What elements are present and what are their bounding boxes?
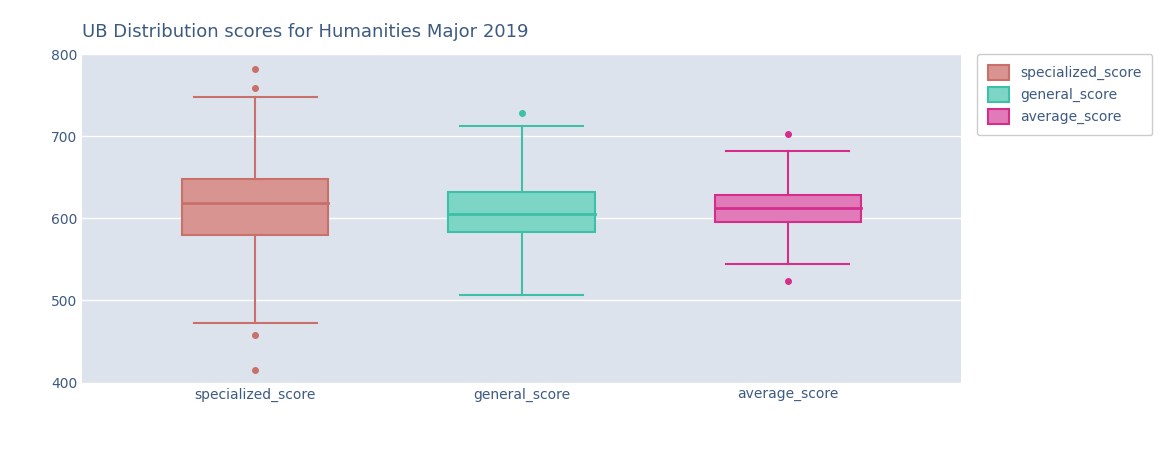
Text: UB Distribution scores for Humanities Major 2019: UB Distribution scores for Humanities Ma… xyxy=(82,23,529,41)
Bar xyxy=(182,179,328,234)
Bar xyxy=(449,192,595,232)
Bar xyxy=(715,195,861,221)
Legend: specialized_score, general_score, average_score: specialized_score, general_score, averag… xyxy=(976,54,1152,135)
